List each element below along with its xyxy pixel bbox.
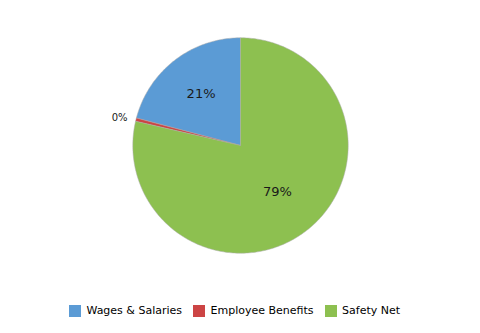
html-text:Employee Benefits: Employee Benefits	[210, 304, 314, 317]
svg-text:79%: 79%	[263, 184, 292, 199]
html-text:Safety Net: Safety Net	[342, 304, 400, 317]
svg-text:0%: 0%	[112, 112, 128, 123]
html-text:Wages & Salaries: Wages & Salaries	[86, 304, 182, 317]
svg-text:21%: 21%	[187, 86, 216, 101]
